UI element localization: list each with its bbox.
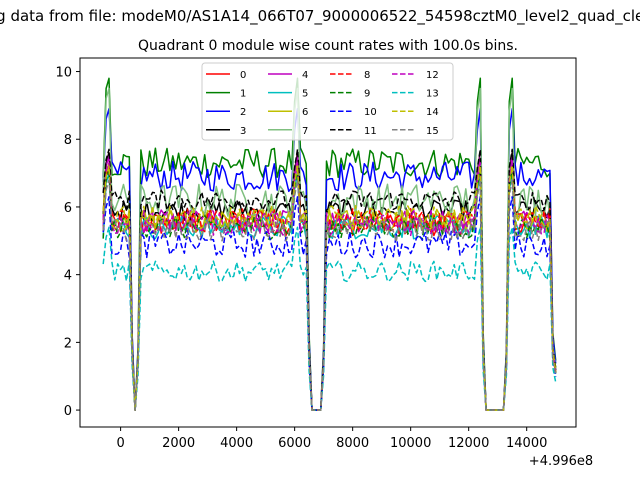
y-tick-label: 6 <box>64 201 72 216</box>
legend-label: 7 <box>302 126 308 137</box>
x-tick-label: 12000 <box>448 436 489 451</box>
legend-label: 5 <box>302 89 308 100</box>
legend-label: 4 <box>302 70 308 81</box>
x-tick-label: 14000 <box>506 436 547 451</box>
legend-label: 12 <box>426 70 439 81</box>
legend-label: 1 <box>240 89 246 100</box>
plot-lines <box>102 77 557 411</box>
y-tick-label: 4 <box>64 269 72 284</box>
legend-label: 0 <box>240 70 246 81</box>
y-tick-label: 10 <box>55 66 72 81</box>
plot-frame <box>79 57 577 428</box>
y-tick-label: 8 <box>64 133 72 148</box>
series-line-7 <box>102 87 557 411</box>
series-line-8 <box>102 165 557 411</box>
chart-suptitle: Plotting data from file: modeM0/AS1A14_0… <box>0 7 640 26</box>
series-line-6 <box>102 162 557 411</box>
y-tick-label: 0 <box>64 404 72 419</box>
series-line-12 <box>102 162 557 411</box>
legend-label: 15 <box>426 126 439 137</box>
y-tick-label: 2 <box>64 336 72 351</box>
legend-label: 11 <box>364 126 377 137</box>
x-tick-label: 8000 <box>336 436 369 451</box>
legend-label: 9 <box>364 89 370 100</box>
series-line-13 <box>102 226 557 411</box>
x-tick-label: 2000 <box>162 436 195 451</box>
legend-label: 8 <box>364 70 370 81</box>
series-line-11 <box>102 148 557 411</box>
chart-title: Quadrant 0 module wise count rates with … <box>138 38 518 54</box>
x-tick-label: 10000 <box>390 436 431 451</box>
x-tick-label: 6000 <box>278 436 311 451</box>
legend-label: 3 <box>240 126 246 137</box>
legend-label: 13 <box>426 89 439 100</box>
legend-label: 14 <box>426 107 439 118</box>
legend-label: 10 <box>364 107 377 118</box>
x-offset-label: +4.996e8 <box>529 454 593 469</box>
x-tick-label: 0 <box>116 436 124 451</box>
series-line-2 <box>102 108 557 411</box>
series-line-14 <box>102 165 557 411</box>
legend-label: 6 <box>302 107 308 118</box>
legend-box <box>201 62 454 141</box>
series-line-1 <box>102 77 557 411</box>
x-tick-label: 4000 <box>220 436 253 451</box>
legend-label: 2 <box>240 107 246 118</box>
